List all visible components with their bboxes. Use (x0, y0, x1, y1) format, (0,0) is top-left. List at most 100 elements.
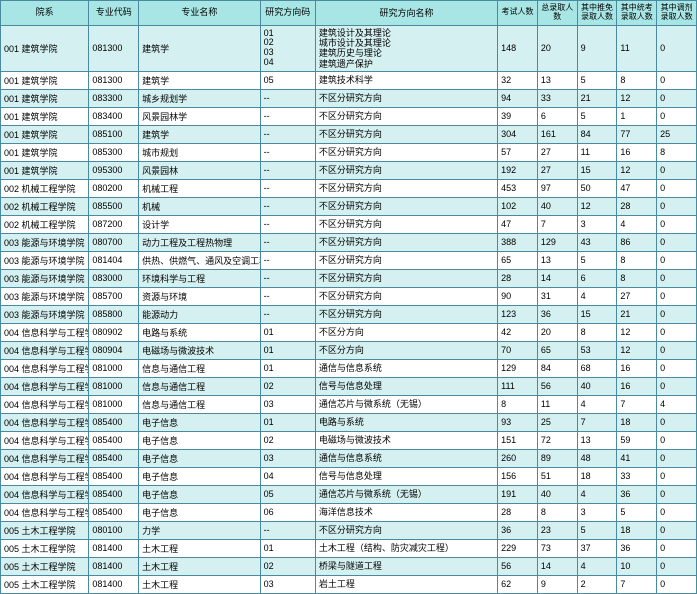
cell-major-code: 080904 (89, 341, 139, 359)
col-direction-name: 研究方向名称 (315, 1, 497, 26)
cell-direction-code: -- (260, 197, 315, 215)
admissions-table: 院系 专业代码 专业名称 研究方向码 研究方向名称 考试人数 总录取人数 其中推… (0, 0, 697, 594)
cell-direction-code: 01 (260, 539, 315, 557)
cell-total-admit: 31 (537, 287, 577, 305)
cell-direction-name: 不区分研究方向 (315, 287, 497, 305)
cell-direction-code: 05 (260, 71, 315, 89)
cell-adjust-admit: 0 (657, 215, 697, 233)
cell-total-admit: 14 (537, 269, 577, 287)
cell-direction-name: 桥梁与隧道工程 (315, 557, 497, 575)
cell-direction-name: 不区分研究方向 (315, 521, 497, 539)
cell-recommend-admit: 2 (577, 575, 617, 593)
cell-exam-count: 90 (498, 287, 538, 305)
cell-exam-admit: 5 (617, 503, 657, 521)
cell-direction-code: -- (260, 125, 315, 143)
table-row: 004 信息科学与工程学院085400电子信息06海洋信息技术288350 (1, 503, 697, 521)
cell-dept: 001 建筑学院 (1, 89, 89, 107)
cell-adjust-admit: 0 (657, 539, 697, 557)
cell-major-name: 建筑学 (139, 25, 261, 71)
cell-direction-name: 通信与信息系统 (315, 359, 497, 377)
cell-major-name: 电子信息 (139, 431, 261, 449)
cell-recommend-admit: 3 (577, 503, 617, 521)
cell-dept: 005 土木工程学院 (1, 539, 89, 557)
cell-major-name: 电磁场与微波技术 (139, 341, 261, 359)
table-row: 004 信息科学与工程学院080902电路与系统01不区分方向42208120 (1, 323, 697, 341)
cell-exam-count: 47 (498, 215, 538, 233)
cell-total-admit: 27 (537, 143, 577, 161)
cell-adjust-admit: 0 (657, 305, 697, 323)
cell-dept: 001 建筑学院 (1, 161, 89, 179)
cell-adjust-admit: 0 (657, 341, 697, 359)
cell-exam-admit: 18 (617, 521, 657, 539)
cell-recommend-admit: 9 (577, 25, 617, 71)
cell-exam-admit: 16 (617, 359, 657, 377)
cell-exam-admit: 27 (617, 287, 657, 305)
cell-dept: 004 信息科学与工程学院 (1, 377, 89, 395)
cell-exam-admit: 8 (617, 71, 657, 89)
cell-direction-name: 通信芯片与微系统（无锡） (315, 485, 497, 503)
col-adjust-admit: 其中调剂录取人数 (657, 1, 697, 26)
cell-recommend-admit: 5 (577, 251, 617, 269)
cell-exam-count: 32 (498, 71, 538, 89)
cell-adjust-admit: 0 (657, 503, 697, 521)
cell-dept: 004 信息科学与工程学院 (1, 413, 89, 431)
table-row: 001 建筑学院083400风景园林学--不区分研究方向396510 (1, 107, 697, 125)
cell-direction-code: 03 (260, 449, 315, 467)
cell-recommend-admit: 3 (577, 215, 617, 233)
col-exam-count: 考试人数 (498, 1, 538, 26)
cell-recommend-admit: 5 (577, 71, 617, 89)
table-row: 003 能源与环境学院085800能源动力--不区分研究方向1233615210 (1, 305, 697, 323)
cell-total-admit: 56 (537, 377, 577, 395)
cell-major-code: 085400 (89, 485, 139, 503)
cell-major-name: 资源与环境 (139, 287, 261, 305)
cell-recommend-admit: 4 (577, 287, 617, 305)
table-row: 001 建筑学院085100建筑学--不区分研究方向304161847725 (1, 125, 697, 143)
cell-exam-count: 192 (498, 161, 538, 179)
cell-direction-name: 信号与信息处理 (315, 467, 497, 485)
cell-exam-count: 28 (498, 503, 538, 521)
cell-recommend-admit: 6 (577, 269, 617, 287)
cell-direction-name: 不区分研究方向 (315, 269, 497, 287)
cell-exam-count: 148 (498, 25, 538, 71)
cell-major-name: 设计学 (139, 215, 261, 233)
cell-direction-name: 不区分研究方向 (315, 197, 497, 215)
cell-total-admit: 51 (537, 467, 577, 485)
cell-major-code: 085400 (89, 431, 139, 449)
cell-major-name: 机械工程 (139, 179, 261, 197)
cell-recommend-admit: 4 (577, 395, 617, 413)
cell-exam-count: 57 (498, 143, 538, 161)
cell-dept: 004 信息科学与工程学院 (1, 395, 89, 413)
table-row: 005 土木工程学院081400土木工程02桥梁与隧道工程56144100 (1, 557, 697, 575)
cell-major-name: 电子信息 (139, 485, 261, 503)
cell-direction-name: 不区分研究方向 (315, 125, 497, 143)
cell-major-code: 085800 (89, 305, 139, 323)
cell-dept: 001 建筑学院 (1, 125, 89, 143)
cell-direction-code: 02 (260, 377, 315, 395)
cell-adjust-admit: 0 (657, 485, 697, 503)
cell-dept: 005 土木工程学院 (1, 575, 89, 593)
cell-major-name: 城市规划 (139, 143, 261, 161)
cell-total-admit: 13 (537, 71, 577, 89)
cell-dept: 001 建筑学院 (1, 143, 89, 161)
table-row: 003 能源与环境学院085700资源与环境--不区分研究方向90314270 (1, 287, 697, 305)
cell-adjust-admit: 0 (657, 251, 697, 269)
table-row: 001 建筑学院081300建筑学01020304建筑设计及其理论城市设计及其理… (1, 25, 697, 71)
cell-direction-name: 不区分研究方向 (315, 233, 497, 251)
cell-exam-count: 65 (498, 251, 538, 269)
cell-exam-count: 42 (498, 323, 538, 341)
cell-major-name: 电子信息 (139, 449, 261, 467)
cell-exam-admit: 86 (617, 233, 657, 251)
table-row: 004 信息科学与工程学院085400电子信息02电磁场与微波技术1517213… (1, 431, 697, 449)
cell-exam-admit: 12 (617, 323, 657, 341)
table-row: 002 机械工程学院087200设计学--不区分研究方向477340 (1, 215, 697, 233)
col-recommend-admit: 其中推免录取人数 (577, 1, 617, 26)
cell-recommend-admit: 48 (577, 449, 617, 467)
cell-dept: 003 能源与环境学院 (1, 287, 89, 305)
cell-exam-count: 129 (498, 359, 538, 377)
cell-exam-count: 453 (498, 179, 538, 197)
cell-dept: 001 建筑学院 (1, 107, 89, 125)
cell-adjust-admit: 25 (657, 125, 697, 143)
cell-major-code: 081300 (89, 71, 139, 89)
cell-major-code: 085400 (89, 449, 139, 467)
cell-adjust-admit: 0 (657, 449, 697, 467)
